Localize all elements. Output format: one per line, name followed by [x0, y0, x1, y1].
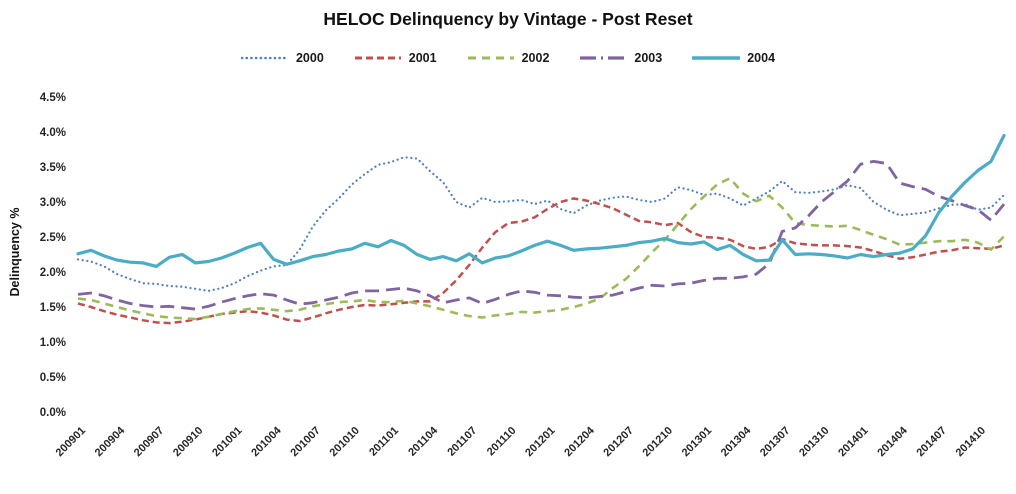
series-line-2002 — [77, 176, 1005, 321]
x-tick-label: 201207 — [601, 425, 635, 459]
series-line-2004 — [76, 133, 1006, 268]
x-tick-label: 201201 — [523, 425, 557, 459]
y-tick-label: 4.5% — [40, 92, 66, 104]
legend-swatch-2000 — [240, 56, 289, 60]
x-tick-label: 201304 — [719, 424, 754, 459]
x-tick-label: 201010 — [328, 425, 362, 459]
chart-legend: 2000 2001 2002 2003 2004 — [0, 51, 1016, 65]
legend-item-2002[interactable]: 2002 — [467, 51, 550, 65]
x-tick-label: 201007 — [288, 425, 322, 459]
x-tick-label: 201107 — [445, 425, 479, 459]
legend-item-2003[interactable]: 2003 — [579, 51, 662, 65]
y-tick-label: 0.0% — [40, 407, 66, 419]
legend-swatch-2001 — [354, 56, 401, 60]
legend-item-2000[interactable]: 2000 — [240, 51, 324, 65]
legend-item-2001[interactable]: 2001 — [354, 51, 437, 65]
legend-label: 2002 — [521, 51, 550, 65]
legend-label: 2000 — [295, 51, 324, 65]
x-tick-label: 200907 — [132, 425, 166, 459]
y-tick-label: 2.0% — [40, 267, 66, 279]
x-tick-label: 201004 — [249, 424, 284, 459]
chart-title: HELOC Delinquency by Vintage - Post Rese… — [323, 9, 693, 29]
x-tick-label: 201210 — [641, 425, 675, 459]
legend-swatch-2003 — [580, 56, 627, 60]
legend-label: 2001 — [408, 51, 437, 65]
series-line-2003 — [77, 159, 1006, 311]
x-tick-label: 200904 — [93, 424, 128, 459]
x-tick-label: 201407 — [914, 425, 948, 459]
x-tick-label: 201301 — [680, 425, 714, 459]
legend-label: 2003 — [634, 51, 663, 65]
x-tick-label: 201307 — [758, 425, 792, 459]
x-tick-label: 201001 — [210, 425, 244, 459]
series-line-2000 — [76, 156, 1006, 292]
x-tick-label: 201401 — [836, 425, 870, 459]
legend-swatch-2002 — [467, 56, 514, 60]
y-tick-label: 0.5% — [40, 372, 66, 384]
y-tick-label: 1.5% — [40, 302, 66, 314]
x-tick-label: 200901 — [54, 425, 88, 459]
x-tick-label: 201101 — [367, 425, 401, 459]
y-tick-label: 3.5% — [40, 162, 66, 174]
y-tick-label: 3.0% — [40, 197, 66, 209]
x-tick-label: 201410 — [954, 425, 988, 459]
x-tick-label: 200910 — [171, 425, 205, 459]
y-tick-label: 4.0% — [40, 127, 66, 139]
x-tick-label: 201204 — [562, 424, 597, 459]
x-tick-label: 201404 — [875, 424, 910, 459]
y-tick-label: 1.0% — [40, 337, 66, 349]
x-tick-label: 201104 — [406, 424, 441, 459]
legend-swatch-2004 — [692, 56, 741, 60]
x-tick-label: 201310 — [797, 425, 831, 459]
y-tick-label: 2.5% — [40, 232, 66, 244]
legend-item-2004[interactable]: 2004 — [692, 51, 775, 65]
legend-label: 2004 — [747, 51, 776, 65]
x-tick-label: 201110 — [485, 425, 519, 459]
